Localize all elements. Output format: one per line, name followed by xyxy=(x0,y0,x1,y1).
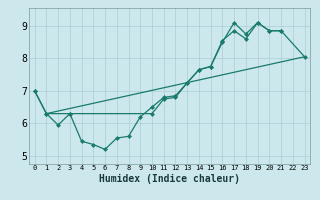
X-axis label: Humidex (Indice chaleur): Humidex (Indice chaleur) xyxy=(99,174,240,184)
